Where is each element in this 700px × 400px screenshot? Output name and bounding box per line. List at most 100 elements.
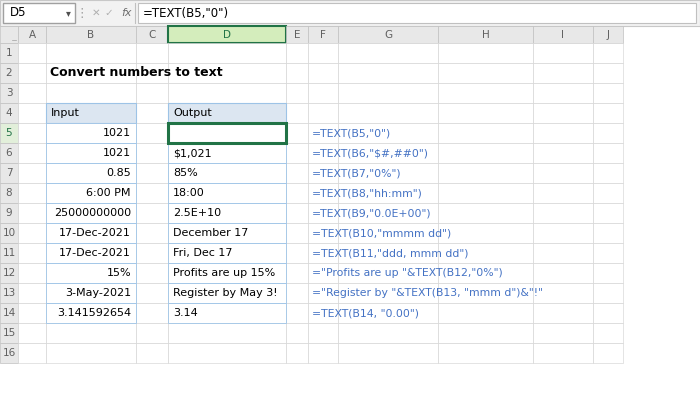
Text: 3: 3: [6, 88, 13, 98]
Bar: [533, 83, 593, 103]
Bar: [286, 143, 308, 163]
Bar: [533, 26, 593, 43]
Bar: [438, 183, 533, 203]
Bar: [18, 323, 46, 343]
Text: D5: D5: [10, 6, 27, 20]
Bar: [308, 203, 338, 223]
Bar: [533, 223, 593, 243]
Text: Input: Input: [51, 108, 80, 118]
Bar: [168, 243, 286, 263]
Bar: [0, 183, 18, 203]
Bar: [168, 143, 286, 163]
Text: =TEXT(B14, "0.00"): =TEXT(B14, "0.00"): [312, 308, 419, 318]
Text: =TEXT(B5,"0"): =TEXT(B5,"0"): [312, 128, 391, 138]
Bar: [308, 83, 338, 103]
Bar: [286, 263, 308, 283]
Bar: [286, 63, 308, 83]
Text: 3.141592654: 3.141592654: [57, 308, 131, 318]
Bar: [46, 183, 136, 203]
Bar: [168, 263, 286, 283]
Bar: [338, 263, 438, 283]
Bar: [338, 103, 438, 123]
Bar: [438, 303, 533, 323]
Text: 9: 9: [6, 208, 13, 218]
Text: December 17: December 17: [173, 228, 248, 238]
Bar: [46, 123, 136, 143]
Bar: [0, 123, 18, 143]
Bar: [533, 263, 593, 283]
Bar: [168, 103, 286, 123]
Bar: [0, 26, 18, 43]
Bar: [593, 83, 623, 103]
Bar: [338, 243, 438, 263]
Text: 15: 15: [2, 328, 15, 338]
Bar: [0, 243, 18, 263]
Text: ✓: ✓: [104, 8, 113, 18]
Text: =TEXT(B11,"ddd, mmm dd"): =TEXT(B11,"ddd, mmm dd"): [312, 248, 468, 258]
Bar: [593, 203, 623, 223]
Bar: [18, 43, 46, 63]
Text: ⋮: ⋮: [76, 6, 88, 20]
Bar: [438, 263, 533, 283]
Text: D: D: [223, 30, 231, 40]
Bar: [168, 103, 286, 123]
Bar: [136, 26, 168, 43]
Bar: [136, 223, 168, 243]
Bar: [168, 123, 286, 143]
Text: I: I: [561, 30, 564, 40]
Bar: [286, 123, 308, 143]
Bar: [0, 63, 18, 83]
Bar: [593, 343, 623, 363]
Bar: [46, 43, 136, 63]
Text: 11: 11: [2, 248, 15, 258]
Bar: [593, 303, 623, 323]
Bar: [46, 183, 136, 203]
Bar: [308, 343, 338, 363]
Bar: [338, 323, 438, 343]
Text: $1,021: $1,021: [173, 148, 211, 158]
Bar: [46, 63, 136, 83]
Bar: [438, 123, 533, 143]
Bar: [0, 323, 18, 343]
Bar: [286, 163, 308, 183]
Text: =TEXT(B5,"0"): =TEXT(B5,"0"): [143, 6, 229, 20]
Bar: [593, 163, 623, 183]
Text: Profits are up 15%: Profits are up 15%: [173, 268, 275, 278]
Bar: [438, 243, 533, 263]
Bar: [338, 223, 438, 243]
Text: 85%: 85%: [173, 168, 197, 178]
Bar: [0, 203, 18, 223]
Bar: [136, 83, 168, 103]
Bar: [308, 243, 338, 263]
Text: 15%: 15%: [106, 268, 131, 278]
Text: 2: 2: [6, 68, 13, 78]
Bar: [136, 43, 168, 63]
Bar: [18, 343, 46, 363]
Text: 2.5E+10: 2.5E+10: [173, 208, 221, 218]
Bar: [46, 343, 136, 363]
Bar: [593, 283, 623, 303]
Bar: [46, 263, 136, 283]
Bar: [438, 83, 533, 103]
Text: 17-Dec-2021: 17-Dec-2021: [59, 228, 131, 238]
Bar: [533, 283, 593, 303]
Bar: [286, 83, 308, 103]
Bar: [0, 163, 18, 183]
Text: fx: fx: [120, 8, 132, 18]
Bar: [308, 223, 338, 243]
Bar: [308, 323, 338, 343]
Bar: [46, 203, 136, 223]
Bar: [46, 163, 136, 183]
Bar: [308, 103, 338, 123]
Bar: [168, 63, 286, 83]
Bar: [533, 63, 593, 83]
Bar: [168, 203, 286, 223]
Bar: [46, 26, 136, 43]
Bar: [0, 83, 18, 103]
Bar: [0, 223, 18, 243]
Bar: [533, 143, 593, 163]
Bar: [308, 143, 338, 163]
Bar: [136, 243, 168, 263]
Bar: [286, 303, 308, 323]
Text: =TEXT(B9,"0.0E+00"): =TEXT(B9,"0.0E+00"): [312, 208, 432, 218]
